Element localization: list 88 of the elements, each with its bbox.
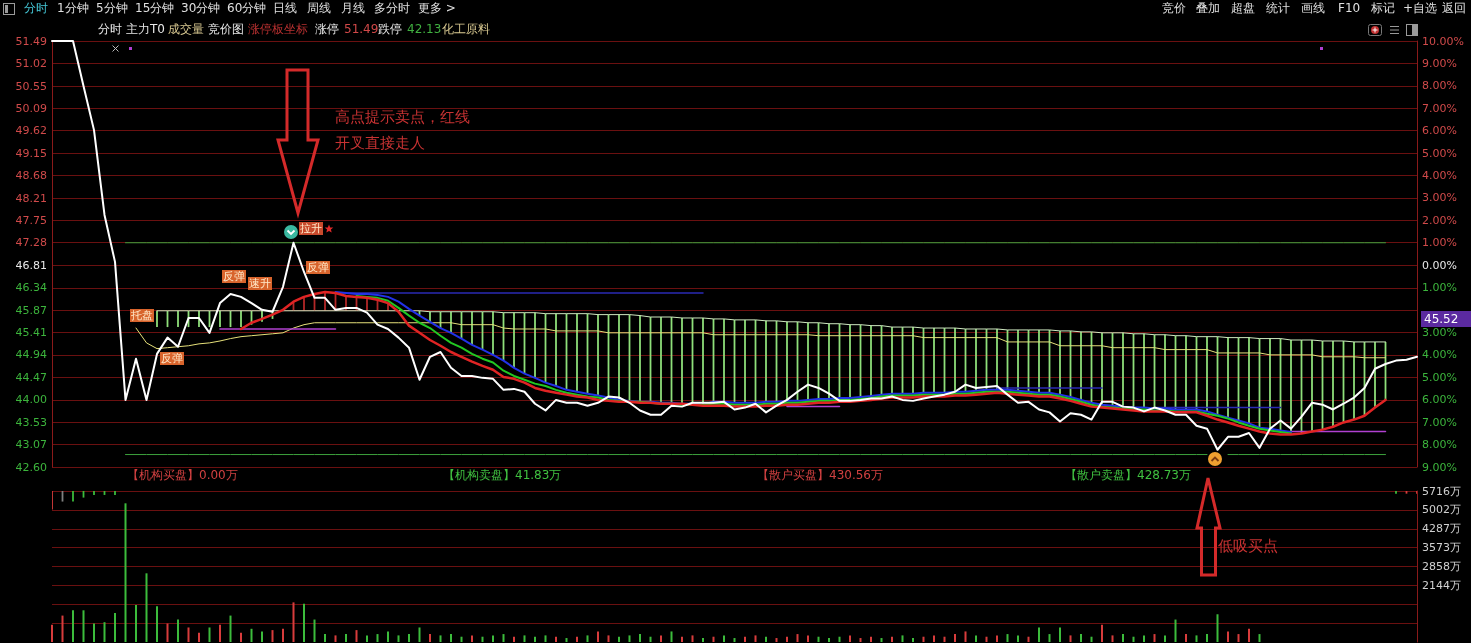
annotation: 反弹 bbox=[223, 270, 245, 283]
text: 【机构买盘】0.00万 bbox=[127, 468, 238, 482]
y2-tick-label: 4.00% bbox=[1422, 169, 1457, 183]
text: 42.13 bbox=[407, 22, 442, 36]
y2-tick-label: 3.00% bbox=[1422, 191, 1457, 205]
y-tick-label: 4287万 bbox=[1422, 522, 1461, 536]
y-tick-label: 2858万 bbox=[1422, 560, 1461, 573]
text: 返回 bbox=[1442, 1, 1466, 15]
text: 分时 bbox=[98, 22, 122, 36]
y-tick-label: 50.55 bbox=[15, 79, 47, 93]
text: 月线 bbox=[341, 1, 365, 15]
y-tick-label: 44.00 bbox=[15, 393, 47, 407]
y-tick-label: 45.87 bbox=[15, 303, 47, 317]
y2-tick-label: 9.00% bbox=[1422, 460, 1457, 474]
text: 日线 bbox=[273, 1, 297, 15]
text: 15分钟 bbox=[135, 1, 175, 15]
y-tick-label: 5002万 bbox=[1422, 503, 1461, 517]
y-tick-label: 45.41 bbox=[15, 325, 47, 339]
y-tick-label: 51.49 bbox=[15, 34, 47, 48]
text: 统计 bbox=[1266, 1, 1290, 15]
annotation: 低吸买点 bbox=[1218, 536, 1278, 555]
y2-tick-label: 1.00% bbox=[1422, 236, 1457, 250]
y-tick-label: 46.81 bbox=[15, 258, 47, 272]
y-tick-label: 3573万 bbox=[1422, 541, 1461, 555]
y-tick-label: 49.15 bbox=[15, 146, 47, 160]
y-tick-label: 44.47 bbox=[15, 370, 47, 384]
text: 30分钟 bbox=[181, 1, 221, 15]
y2-tick-label: 8.00% bbox=[1422, 438, 1457, 452]
text: 主力T0 bbox=[126, 22, 165, 36]
y-tick-label: 47.28 bbox=[15, 236, 47, 250]
y2-tick-label: 1.00% bbox=[1422, 281, 1457, 295]
y-tick-label: 51.02 bbox=[15, 57, 47, 71]
text: 涨停 bbox=[315, 22, 339, 36]
annotation: 拉升 bbox=[300, 222, 322, 235]
annotation: 反弹 bbox=[161, 352, 183, 365]
text: 【散户卖盘】428.73万 bbox=[1065, 468, 1191, 482]
y2-tick-label: 5.00% bbox=[1422, 146, 1457, 160]
text: F10 bbox=[1338, 1, 1361, 15]
text: 化工原料 bbox=[442, 22, 490, 36]
annotation: 速升 bbox=[249, 277, 271, 290]
y-tick-label: 5716万 bbox=[1422, 484, 1461, 498]
text: 60分钟 bbox=[227, 1, 267, 15]
text: 叠加 bbox=[1196, 1, 1220, 15]
text: 多分时 bbox=[374, 1, 410, 15]
annotation: 高点提示卖点，红线开叉直接走人 bbox=[335, 108, 470, 152]
y2-tick-label: 2.00% bbox=[1422, 213, 1457, 227]
text: 成交量 bbox=[168, 22, 204, 36]
y2-tick-label: 4.00% bbox=[1422, 348, 1457, 362]
text: 涨停板坐标 bbox=[248, 22, 308, 36]
text: 【散户买盘】430.56万 bbox=[757, 468, 883, 482]
text: 更多 > bbox=[418, 1, 456, 15]
y-tick-label: 42.60 bbox=[15, 460, 47, 474]
y-tick-label: 44.94 bbox=[15, 348, 47, 362]
y-tick-label: 49.62 bbox=[15, 124, 47, 138]
y-tick-label: 2144万 bbox=[1422, 578, 1461, 592]
y-tick-label: 43.53 bbox=[15, 415, 47, 429]
y2-tick-label: 7.00% bbox=[1422, 101, 1457, 115]
y2-tick-label: 7.00% bbox=[1422, 415, 1457, 429]
text: 【机构卖盘】41.83万 bbox=[443, 468, 562, 482]
text: 竞价 bbox=[1162, 1, 1186, 15]
y2-tick-label: 0.00% bbox=[1422, 258, 1457, 272]
text: 51.49 bbox=[344, 22, 379, 36]
y2-tick-label: 8.00% bbox=[1422, 79, 1457, 93]
y2-tick-label: 5.00% bbox=[1422, 370, 1457, 384]
annotation: 反弹 bbox=[307, 261, 329, 274]
annotation: 托盘 bbox=[130, 309, 153, 322]
y-tick-label: 48.21 bbox=[15, 191, 47, 205]
y2-tick-label: 9.00% bbox=[1422, 56, 1457, 70]
y-tick-label: 46.34 bbox=[15, 281, 47, 295]
text: 标记 bbox=[1370, 1, 1395, 15]
text: 1分钟 bbox=[57, 1, 89, 15]
text: +自选 bbox=[1403, 1, 1438, 15]
text: 画线 bbox=[1301, 1, 1325, 15]
text: 周线 bbox=[307, 1, 331, 15]
text: 5分钟 bbox=[96, 1, 128, 15]
y2-tick-label: 6.00% bbox=[1422, 393, 1457, 407]
y2-tick-label: 6.00% bbox=[1422, 124, 1457, 138]
y-tick-label: 48.68 bbox=[15, 169, 47, 183]
y-tick-label: 47.75 bbox=[15, 213, 47, 227]
y2-tick-label: 3.00% bbox=[1422, 325, 1457, 339]
text: 超盘 bbox=[1231, 1, 1255, 15]
text: 跌停 bbox=[378, 22, 402, 36]
text: 45.52 bbox=[1424, 312, 1459, 326]
y2-tick-label: 10.00% bbox=[1422, 34, 1464, 48]
text: 竞价图 bbox=[208, 22, 244, 36]
y-tick-label: 43.07 bbox=[15, 437, 47, 451]
text: 分时 bbox=[24, 1, 48, 15]
y-tick-label: 50.09 bbox=[15, 101, 47, 115]
